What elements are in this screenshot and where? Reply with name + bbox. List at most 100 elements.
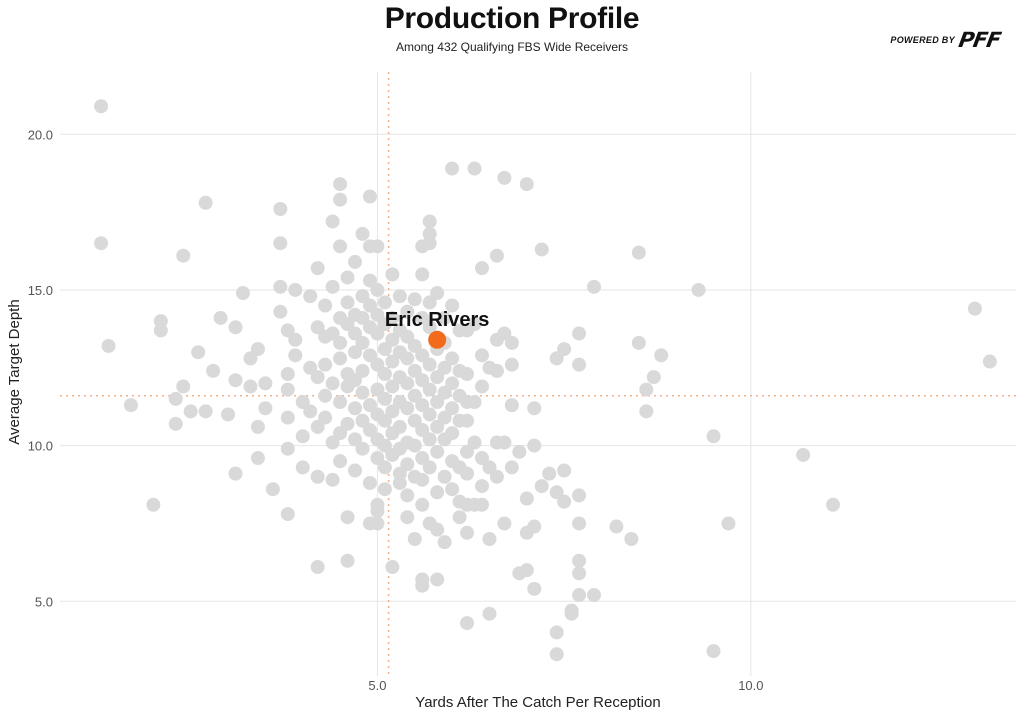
data-point xyxy=(467,317,482,332)
data-point xyxy=(609,519,624,534)
data-point xyxy=(474,451,489,466)
data-point xyxy=(430,370,445,385)
data-point xyxy=(460,444,475,459)
data-point xyxy=(422,295,437,310)
data-point xyxy=(422,214,437,229)
data-point xyxy=(385,379,400,394)
data-point xyxy=(430,522,445,537)
data-point xyxy=(534,479,549,494)
data-point xyxy=(333,395,348,410)
data-point xyxy=(377,295,392,310)
data-point xyxy=(333,239,348,254)
data-point xyxy=(542,466,557,481)
data-point xyxy=(295,460,310,475)
data-point xyxy=(415,373,430,388)
data-point xyxy=(362,273,377,288)
data-point xyxy=(549,647,564,662)
data-point xyxy=(587,279,602,294)
data-point xyxy=(519,491,534,506)
data-point xyxy=(295,429,310,444)
chart-subtitle: Among 432 Qualifying FBS Wide Receivers xyxy=(395,40,629,54)
y-tick-label: 10.0 xyxy=(28,439,53,454)
y-tick-label: 20.0 xyxy=(28,127,53,142)
data-point xyxy=(407,338,422,353)
data-point xyxy=(318,410,333,425)
data-point xyxy=(295,395,310,410)
data-point xyxy=(572,488,587,503)
data-point xyxy=(407,292,422,307)
data-point xyxy=(258,376,273,391)
data-point xyxy=(333,426,348,441)
data-point xyxy=(273,236,288,251)
data-point xyxy=(497,516,512,531)
data-point xyxy=(348,432,363,447)
data-point xyxy=(572,553,587,568)
data-point xyxy=(826,497,841,512)
data-point xyxy=(415,310,430,325)
data-point xyxy=(445,161,460,176)
data-point xyxy=(280,382,295,397)
data-point xyxy=(430,444,445,459)
data-point xyxy=(706,644,721,659)
data-point xyxy=(280,441,295,456)
data-point xyxy=(392,419,407,434)
data-point xyxy=(333,454,348,469)
data-point xyxy=(385,310,400,325)
data-point xyxy=(437,410,452,425)
data-point xyxy=(572,516,587,531)
data-point xyxy=(370,451,385,466)
data-point xyxy=(385,332,400,347)
data-point xyxy=(370,516,385,531)
data-point xyxy=(430,572,445,587)
data-point xyxy=(445,376,460,391)
data-point xyxy=(527,519,542,534)
data-point xyxy=(213,310,228,325)
data-point xyxy=(691,282,706,297)
pff-brand-logo: POWERED BY PFF xyxy=(890,28,1002,52)
data-point xyxy=(310,419,325,434)
data-point xyxy=(400,329,415,344)
data-point xyxy=(482,606,497,621)
data-point xyxy=(310,560,325,575)
x-axis-title: Yards After The Catch Per Reception xyxy=(415,694,660,711)
data-point xyxy=(333,177,348,192)
data-point xyxy=(228,373,243,388)
x-tick-label: 5.0 xyxy=(368,678,386,693)
data-point xyxy=(474,379,489,394)
data-point xyxy=(362,189,377,204)
data-point xyxy=(534,242,549,257)
data-point xyxy=(527,401,542,416)
data-point xyxy=(445,298,460,313)
data-point xyxy=(362,475,377,490)
data-point xyxy=(348,401,363,416)
data-point xyxy=(176,379,191,394)
data-point xyxy=(422,407,437,422)
y-axis-title: Average Target Depth xyxy=(6,299,23,444)
data-point xyxy=(982,354,997,369)
data-point xyxy=(318,298,333,313)
data-point xyxy=(101,338,116,353)
data-point xyxy=(504,335,519,350)
data-point xyxy=(325,279,340,294)
data-point xyxy=(437,310,452,325)
data-point xyxy=(385,267,400,282)
x-tick-label: 10.0 xyxy=(738,678,763,693)
data-point xyxy=(221,407,236,422)
data-point xyxy=(191,345,206,360)
data-point xyxy=(639,404,654,419)
data-point xyxy=(310,370,325,385)
highlight-point xyxy=(428,330,447,349)
data-point xyxy=(467,395,482,410)
data-point xyxy=(250,342,265,357)
data-point xyxy=(967,301,982,316)
data-point xyxy=(228,466,243,481)
data-point xyxy=(310,469,325,484)
data-point xyxy=(377,482,392,497)
data-point xyxy=(370,282,385,297)
data-point xyxy=(460,413,475,428)
data-point xyxy=(198,404,213,419)
data-point xyxy=(631,335,646,350)
data-point xyxy=(407,388,422,403)
data-point xyxy=(377,460,392,475)
data-point xyxy=(519,177,534,192)
